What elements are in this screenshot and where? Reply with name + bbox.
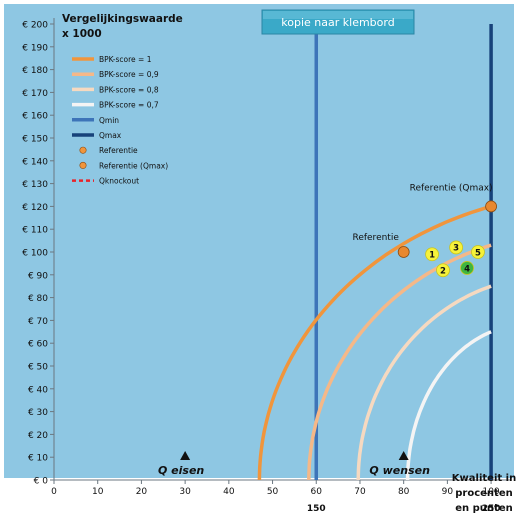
x-axis-title-line-1: Kwaliteit in	[452, 473, 516, 484]
reference-point	[397, 246, 410, 258]
offer-point	[425, 247, 439, 262]
offer-label: 2	[440, 267, 446, 277]
offer-label: 4	[464, 264, 470, 274]
reference-label: Referentie	[352, 233, 399, 243]
x-tick-label: 60	[311, 487, 323, 497]
y-tick-label: € 80	[28, 294, 48, 304]
x-tick-label: 0	[51, 487, 57, 497]
x-tick-label: 40	[223, 487, 235, 497]
x-tick-label: 80	[398, 487, 410, 497]
y-axis-title-line-1: Vergelijkingswaarde	[62, 13, 183, 25]
x-tick-label: 70	[354, 487, 366, 497]
y-tick-label: € 60	[28, 340, 48, 350]
offer-label: 1	[429, 251, 435, 261]
text-layer: Vergelijkingswaarde x 1000 Kwaliteit in …	[22, 13, 516, 514]
offer-point	[471, 245, 485, 259]
y-tick-label: € 180	[22, 66, 48, 76]
y-tick-label: € 140	[22, 157, 48, 167]
legend-label: Qknockout	[99, 177, 139, 186]
legend-swatch-dot	[79, 146, 87, 154]
x-tick-label: 20	[136, 487, 148, 497]
y-tick-label: € 160	[22, 112, 48, 122]
x-axis-title-line-2: procenten	[455, 488, 512, 499]
legend-label: Qmax	[99, 131, 122, 140]
legend-label: BPK-score = 0,9	[99, 70, 159, 79]
y-tick-label: € 20	[28, 431, 48, 441]
legend-label: Qmin	[99, 116, 119, 125]
y-tick-label: € 70	[28, 317, 48, 327]
marker-label: Q eisen	[158, 464, 204, 477]
x-tick-label: 10	[92, 487, 104, 497]
reference-point	[485, 200, 497, 213]
y-tick-label: € 100	[22, 249, 48, 259]
x-tick-label: 100	[482, 487, 499, 497]
copy-button-highlight	[263, 11, 413, 19]
x-tick-label: 30	[179, 487, 191, 497]
y-tick-label: € 10	[28, 454, 48, 464]
legend-label: Referentie	[99, 146, 138, 155]
reference-label: Referentie (Qmax)	[410, 183, 493, 193]
copy-button-label[interactable]: kopie naar klembord	[281, 16, 394, 29]
legend-label: BPK-score = 1	[99, 55, 152, 64]
plot-background	[4, 4, 514, 478]
curve-bpk-2	[356, 284, 492, 481]
y-tick-label: € 130	[22, 180, 48, 190]
y-tick-label: € 0	[34, 477, 49, 487]
copy-to-clipboard-button[interactable]: kopie naar klembord	[261, 9, 415, 35]
y-tick-label: € 40	[28, 385, 48, 395]
x-tick-label: 50	[267, 487, 279, 497]
x-points-label: 150	[307, 504, 326, 514]
y-tick-label: € 50	[28, 363, 48, 373]
offer-point	[436, 263, 450, 278]
legend-label: Referentie (Qmax)	[99, 161, 168, 170]
marker-triangle	[398, 451, 409, 460]
marker-label: Q wensen	[369, 464, 430, 477]
legend-swatch-dot	[79, 161, 87, 169]
curve-bpk-3	[405, 330, 492, 480]
offer-label: 5	[475, 248, 481, 258]
offer-point	[460, 261, 474, 275]
legend-label: BPK-score = 0,7	[99, 101, 159, 110]
x-tick-label: 90	[442, 487, 454, 497]
y-tick-label: € 30	[28, 408, 48, 418]
y-tick-label: € 110	[22, 226, 48, 236]
offer-label: 3	[453, 244, 459, 254]
y-tick-label: € 150	[22, 135, 48, 145]
y-tick-label: € 120	[22, 203, 48, 213]
marker-triangle	[180, 451, 191, 460]
x-axis-title-line-3: en punten	[455, 503, 512, 514]
y-tick-label: € 90	[28, 271, 48, 281]
x-points-label: 250	[482, 504, 501, 514]
legend-label: BPK-score = 0,8	[99, 85, 159, 94]
offer-point	[449, 240, 464, 255]
y-tick-label: € 190	[22, 43, 48, 53]
axis-layer	[50, 18, 510, 484]
y-tick-label: € 200	[22, 21, 48, 31]
y-tick-label: € 170	[22, 89, 48, 99]
points-layer	[79, 146, 497, 460]
y-axis-title-line-2: x 1000	[62, 28, 102, 40]
curve-bpk-0	[257, 204, 492, 481]
